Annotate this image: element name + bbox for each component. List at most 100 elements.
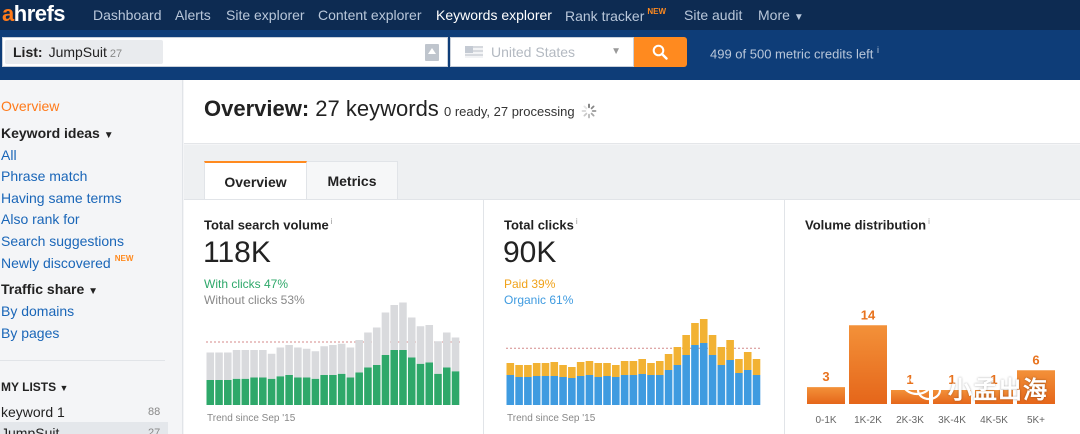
bar-with-clicks bbox=[381, 355, 390, 405]
ahrefs-logo[interactable]: ahrefs bbox=[2, 1, 66, 26]
bar-value-label: 1 bbox=[990, 372, 997, 387]
distribution-bar[interactable] bbox=[1017, 370, 1055, 404]
bar-paid bbox=[717, 347, 726, 365]
bar-with-clicks bbox=[364, 367, 372, 405]
card-title-label: Total search volume bbox=[204, 217, 329, 233]
bar-organic bbox=[735, 373, 743, 405]
volume-distribution-chart: 3 0-1K 14 1K-2K 1 2K-3K 1 3K-4K 1 4K-5K 6 5K+ bbox=[807, 307, 1055, 426]
bar-without-clicks bbox=[399, 302, 407, 350]
distribution-bar[interactable] bbox=[933, 390, 971, 404]
nav-more[interactable]: More ▼ bbox=[758, 7, 804, 23]
list-label: List: bbox=[13, 44, 43, 60]
sidebar-divider bbox=[0, 360, 165, 361]
nav-dashboard[interactable]: Dashboard bbox=[93, 7, 162, 23]
category-tick-label: 1K-2K bbox=[854, 415, 882, 426]
bar-with-clicks bbox=[346, 377, 355, 405]
category-tick-label: 4K-5K bbox=[980, 415, 1008, 426]
nav-rank-tracker[interactable]: Rank tracker NEW bbox=[565, 7, 666, 24]
sidebar-item-by-pages[interactable]: By pages bbox=[1, 325, 60, 341]
bar-organic bbox=[515, 377, 523, 405]
bar-with-clicks bbox=[259, 377, 267, 405]
bar-without-clicks bbox=[294, 347, 302, 378]
caret-down-icon: ▼ bbox=[88, 286, 99, 297]
list-input[interactable]: List: JumpSuit 27 bbox=[2, 37, 448, 67]
credits-text: 499 of 500 metric credits left bbox=[710, 46, 874, 62]
bar-organic bbox=[612, 377, 620, 405]
info-icon[interactable]: i bbox=[928, 217, 930, 226]
sidebar-heading-traffic-share[interactable]: Traffic share ▼ bbox=[1, 281, 98, 297]
bar-without-clicks bbox=[232, 350, 241, 379]
tab-overview[interactable]: Overview bbox=[204, 161, 307, 199]
bar-with-clicks bbox=[355, 372, 363, 405]
list-tag[interactable]: List: JumpSuit 27 bbox=[5, 40, 163, 64]
search-button[interactable] bbox=[634, 37, 687, 67]
bar-organic bbox=[585, 375, 594, 405]
bar-paid bbox=[629, 361, 638, 375]
country-select[interactable]: United States ▼ bbox=[450, 37, 634, 67]
sidebar-item-all[interactable]: All bbox=[1, 147, 17, 163]
bar-with-clicks bbox=[434, 373, 442, 405]
bar-with-clicks bbox=[372, 365, 381, 405]
info-icon[interactable]: i bbox=[575, 217, 578, 226]
bar-paid bbox=[708, 335, 717, 355]
bar-organic bbox=[726, 360, 734, 405]
watermark: 小孟出海 bbox=[900, 366, 1060, 406]
bar-organic bbox=[603, 376, 611, 405]
bar-without-clicks bbox=[451, 337, 460, 372]
bar-with-clicks bbox=[425, 362, 434, 405]
sidebar-item-having-same-terms[interactable]: Having same terms bbox=[1, 190, 122, 206]
distribution-bar-group: 14 1K-2K bbox=[849, 307, 887, 426]
info-icon[interactable]: i bbox=[876, 45, 879, 55]
bar-paid bbox=[559, 365, 567, 377]
without-clicks-stat: Without clicks 53% bbox=[204, 293, 305, 307]
tab-metrics[interactable]: Metrics bbox=[307, 161, 398, 199]
bar-without-clicks bbox=[206, 352, 215, 380]
sidebar-item-phrase-match[interactable]: Phrase match bbox=[1, 168, 88, 184]
bar-without-clicks bbox=[320, 346, 328, 375]
nav-keywords-explorer[interactable]: Keywords explorer bbox=[436, 7, 552, 23]
nav-alerts[interactable]: Alerts bbox=[175, 7, 211, 23]
sidebar-item-also-rank-for[interactable]: Also rank for bbox=[1, 211, 80, 227]
bar-organic bbox=[664, 370, 673, 405]
category-tick-label: 5K+ bbox=[1027, 415, 1045, 426]
bar-without-clicks bbox=[442, 332, 451, 368]
bar-paid bbox=[541, 363, 550, 376]
card-title: Total search volume i bbox=[204, 217, 333, 232]
sidebar-item-newly-discovered[interactable]: Newly discovered NEW bbox=[1, 254, 133, 271]
with-clicks-stat: With clicks 47% bbox=[204, 277, 289, 291]
sidebar-heading-my-lists[interactable]: MY LISTS ▼ bbox=[1, 380, 68, 394]
list-name: JumpSuit bbox=[48, 44, 107, 60]
list-item[interactable]: JumpSuit bbox=[1, 425, 60, 434]
nav-site-explorer[interactable]: Site explorer bbox=[226, 7, 305, 23]
bar-paid bbox=[647, 363, 655, 375]
caret-down-icon: ▼ bbox=[103, 130, 114, 141]
bar-organic bbox=[647, 375, 655, 405]
sidebar-heading-keyword-ideas[interactable]: Keyword ideas ▼ bbox=[1, 125, 114, 141]
distribution-bar[interactable] bbox=[849, 325, 887, 404]
nav-content-explorer[interactable]: Content explorer bbox=[318, 7, 422, 23]
distribution-bar-group: 6 5K+ bbox=[1017, 352, 1055, 426]
upload-file-icon[interactable] bbox=[425, 44, 439, 61]
sidebar-item-search-suggestions[interactable]: Search suggestions bbox=[1, 233, 124, 249]
bar-with-clicks bbox=[329, 375, 337, 405]
bar-organic bbox=[673, 365, 682, 405]
category-tick-label: 3K-4K bbox=[938, 415, 966, 426]
bar-with-clicks bbox=[442, 367, 451, 405]
bar-without-clicks bbox=[267, 353, 276, 379]
loading-spinner-icon bbox=[581, 103, 597, 119]
distribution-bar[interactable] bbox=[807, 387, 845, 404]
distribution-bar[interactable] bbox=[975, 390, 1013, 404]
clicks-trend-chart bbox=[506, 319, 761, 405]
list-item[interactable]: keyword 1 bbox=[1, 404, 65, 420]
bar-paid bbox=[673, 347, 682, 365]
bar-paid bbox=[682, 335, 690, 355]
page-header: Overview: 27 keywords 0 ready, 27 proces… bbox=[184, 80, 1080, 144]
bar-with-clicks bbox=[206, 380, 215, 405]
bar-with-clicks bbox=[285, 375, 293, 405]
bar-with-clicks bbox=[250, 377, 258, 405]
nav-site-audit[interactable]: Site audit bbox=[684, 7, 743, 23]
sidebar-item-overview[interactable]: Overview bbox=[1, 98, 60, 114]
bar-paid bbox=[699, 319, 708, 343]
sidebar-item-by-domains[interactable]: By domains bbox=[1, 303, 75, 319]
info-icon[interactable]: i bbox=[330, 217, 333, 226]
